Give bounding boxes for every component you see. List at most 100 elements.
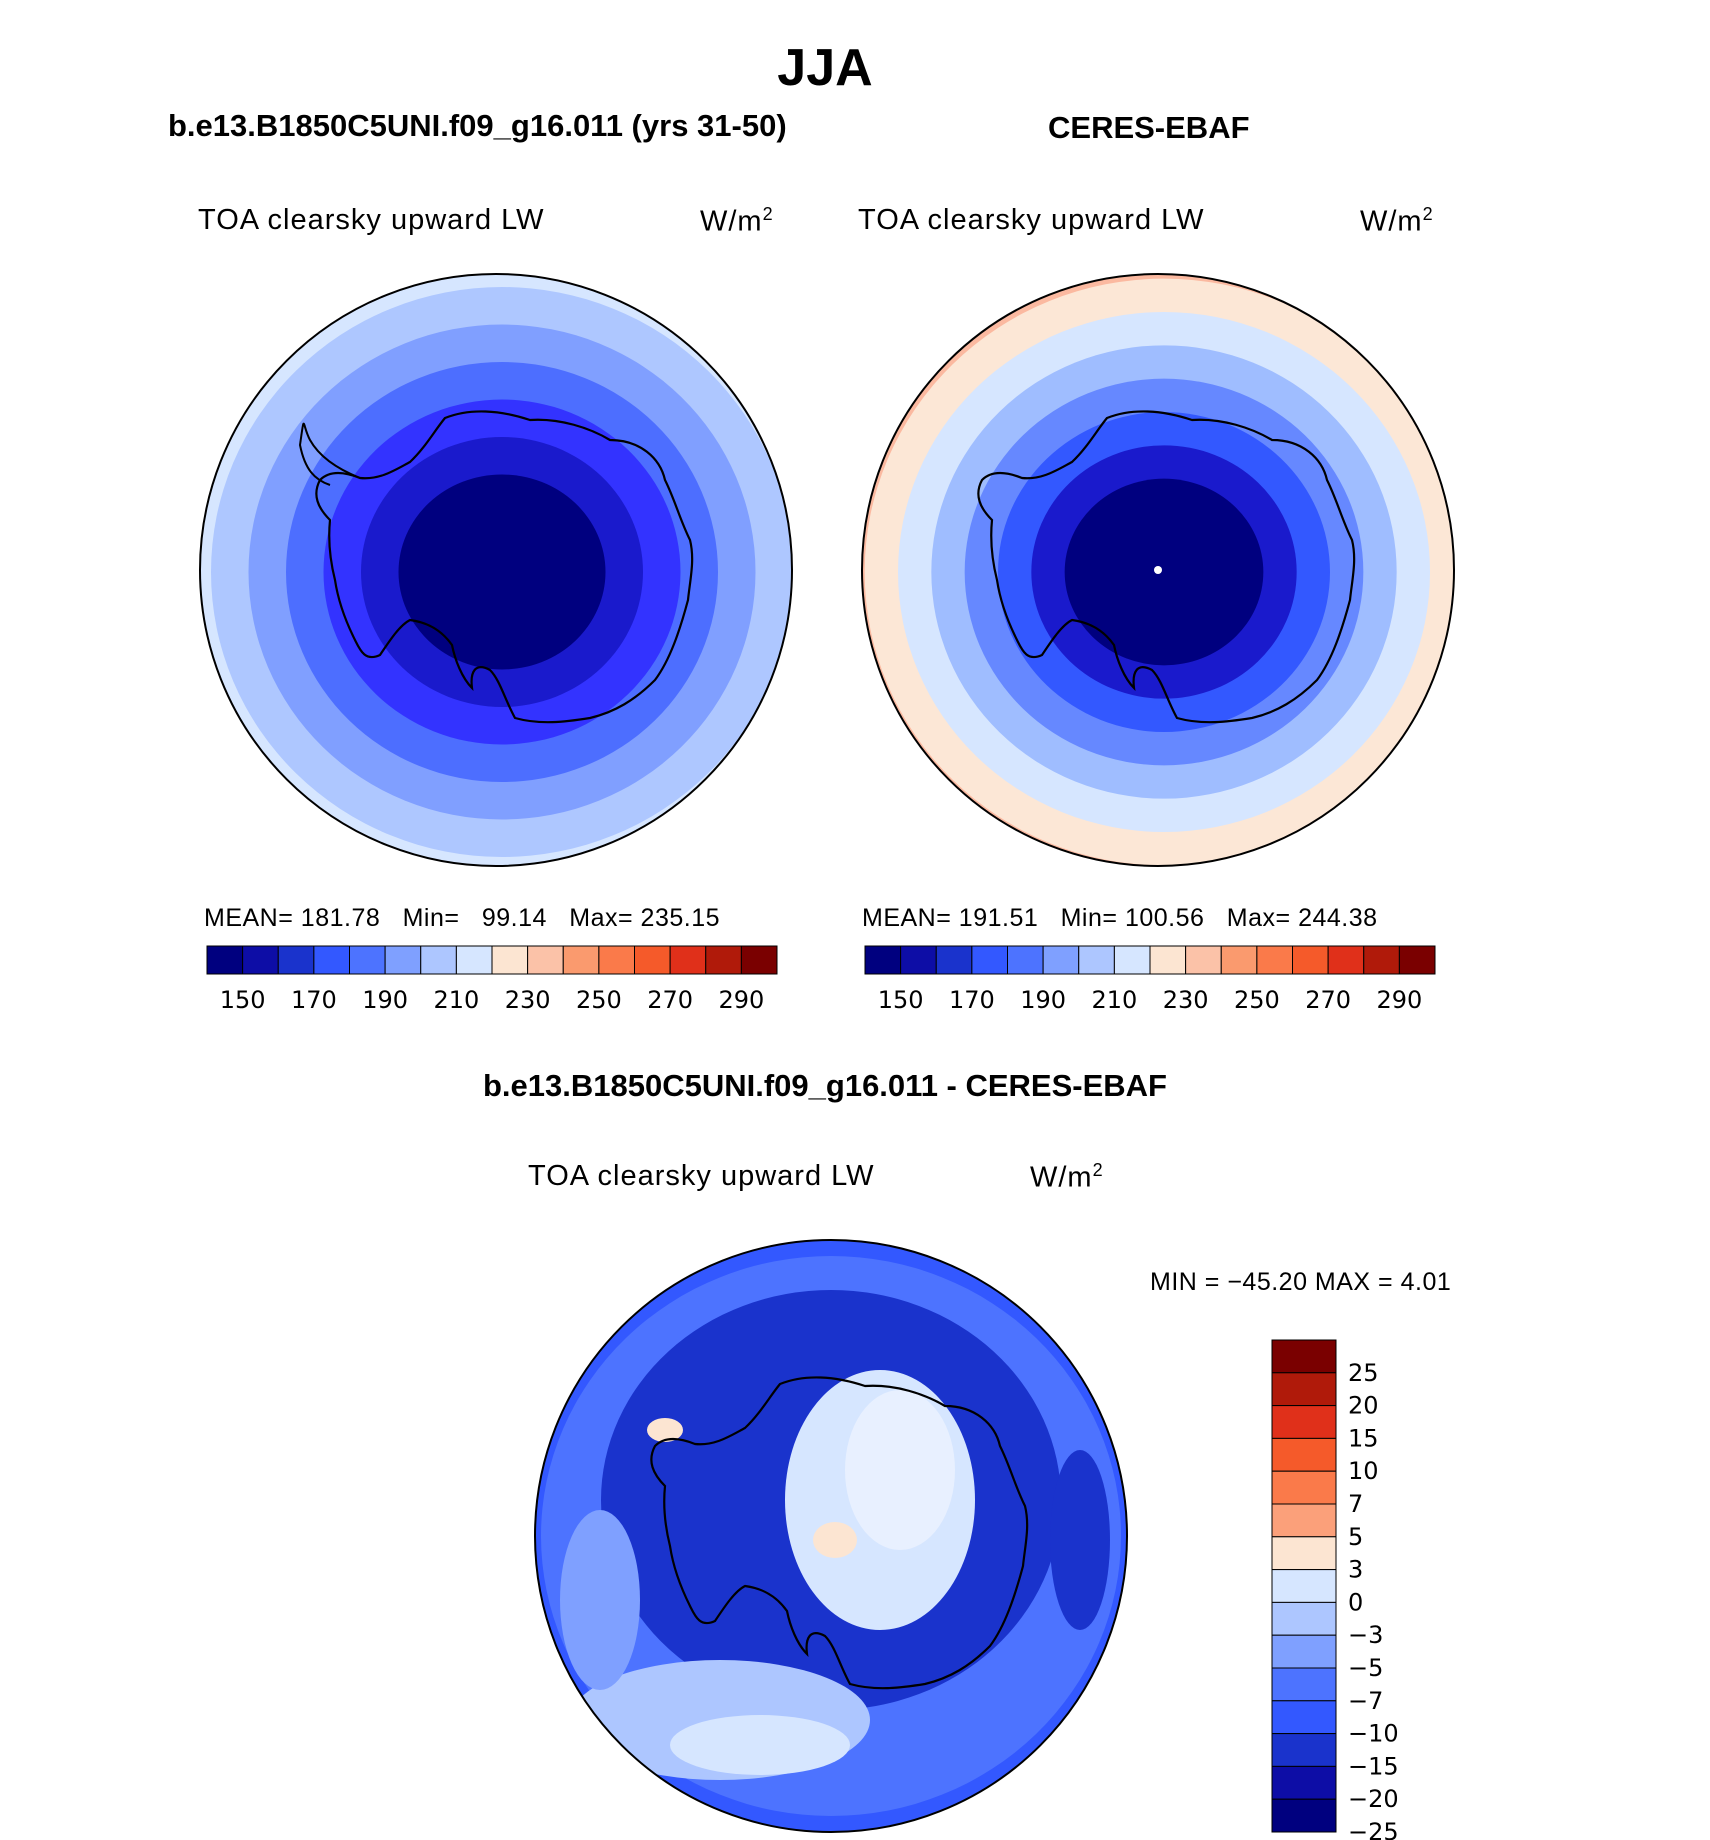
panel2-min: 100.56 [1124,904,1205,932]
panel1-colorbar-tick-label: 230 [505,986,551,1014]
panel1-colorbar-tick-label: 250 [576,986,622,1014]
difference-title: b.e13.B1850C5UNI.f09_g16.011 - CERES-EBA… [482,1068,1167,1103]
panel2-colorbar-tick-label: 150 [878,986,924,1014]
panel2-colorbar-box-1 [900,945,937,975]
panel1-colorbar-tick-label: 190 [362,986,408,1014]
difference-colorbar-tick-label: 7 [1348,1490,1363,1518]
panel1-colorbar-box-14 [705,945,742,975]
panel2-colorbar-box-14 [1363,945,1400,975]
panel1-colorbar-box-0 [206,945,244,975]
panel2-colorbar-box-13 [1327,945,1365,975]
panel2-colorbar-tick-label: 230 [1163,986,1209,1014]
difference-colorbar-box-11 [1271,1700,1337,1735]
panel2-colorbar-tick-label: 270 [1305,986,1351,1014]
difference-colorbar-box-5 [1271,1503,1337,1538]
difference-variable-label: TOA clearsky upward LW [528,1160,875,1192]
difference-colorbar-box-12 [1271,1733,1337,1767]
difference-pole-warm-spot [813,1522,857,1558]
difference-colorbar-box-7 [1271,1569,1337,1603]
panel2-colorbar-tick-label: 190 [1020,986,1066,1014]
panel2-colorbar-tick-label: 290 [1376,986,1422,1014]
difference-colorbar: 25 20 15 10 7 5 3 0 −3 −5 −7 −10 −15 −20 −25 [1271,1339,1399,1840]
panel2-colorbar-box-6 [1078,945,1115,975]
difference-light-patch-3 [560,1510,640,1690]
panel2-colorbar-box-9 [1185,945,1222,975]
obs-dataset-title: CERES-EBAF [1048,110,1250,145]
difference-colorbar-box-6 [1271,1536,1337,1571]
difference-colorbar-box-14 [1271,1798,1337,1833]
panel2-colorbar-box-11 [1256,945,1293,975]
panel1-mean: 181.78 [300,904,381,932]
difference-colorbar-box-9 [1271,1634,1337,1669]
panel1-colorbar-box-11 [598,945,635,975]
panel2-contour-bands [862,274,1454,866]
panel2-colorbar-box-12 [1292,945,1329,975]
panel1-map-border [199,273,793,867]
panel1-colorbar-box-3 [313,945,350,975]
panel1-colorbar-box-13 [669,945,707,975]
panel1-variable-label: TOA clearsky upward LW [198,204,545,236]
difference-colorbar-tick-label: −5 [1348,1654,1383,1682]
difference-small-warm-spot [647,1418,683,1442]
difference-colorbar-tick-label: −25 [1348,1818,1399,1840]
panel2-colorbar-box-3 [971,945,1008,975]
panel1-contour-bands [200,274,792,866]
difference-antarctica-coastline [650,1376,1029,1690]
panel2-colorbar: 150 170 190 210 230 250 270 290 [864,945,1436,1014]
panel2-colorbar-box-2 [935,945,973,975]
panel1-colorbar-box-4 [349,945,386,975]
panel1-colorbar-box-10 [562,945,600,975]
panel1-colorbar-box-7 [455,945,493,975]
panel2-colorbar-box-5 [1042,945,1080,975]
difference-map-border [534,1239,1128,1833]
panel1-min: 99.14 [481,904,547,932]
panel1-max: 235.15 [640,904,721,932]
panel2-colorbar-box-15 [1398,945,1436,975]
difference-colorbar-tick-label: 25 [1348,1359,1379,1387]
panel2-colorbar-box-10 [1220,945,1258,975]
difference-colorbar-box-2 [1271,1405,1337,1439]
panel1-colorbar-box-8 [491,945,529,975]
panel1-peninsula [298,422,361,486]
difference-colorbar-tick-label: 10 [1348,1457,1379,1485]
panel2-colorbar-tick-label: 210 [1091,986,1137,1014]
panel2-units: W/m2 [1360,204,1434,238]
panel1-antarctica-coastline [315,410,694,724]
difference-colorbar-box-1 [1271,1372,1337,1407]
panel2-variable-label: TOA clearsky upward LW [858,204,1205,236]
panel1-colorbar-tick-label: 210 [433,986,479,1014]
panel1-colorbar-tick-label: 290 [718,986,764,1014]
panel1-stats: MEAN= 181.78 Min= 99.14 Max= 235.15 [204,904,721,932]
panel2-band-0 [1064,478,1264,666]
difference-colorbar-tick-label: −3 [1348,1621,1383,1649]
difference-colorbar-tick-label: −15 [1348,1752,1399,1780]
panel2-colorbar-box-7 [1113,945,1151,975]
difference-colorbar-tick-label: −7 [1348,1687,1383,1715]
panel2-colorbar-box-4 [1007,945,1044,975]
difference-colorbar-box-8 [1271,1601,1337,1636]
difference-light-patch-2 [670,1715,850,1775]
difference-plateau-core [845,1390,955,1550]
figure-title: JJA [777,39,873,97]
panel2-map-border [861,273,1455,867]
panel2-colorbar-box-0 [864,945,902,975]
panel1-colorbar-box-5 [384,945,422,975]
panel1-colorbar-tick-label: 170 [291,986,337,1014]
difference-colorbar-box-10 [1271,1667,1337,1702]
difference-dark-patch [1050,1450,1110,1630]
difference-colorbar-tick-label: 20 [1348,1392,1379,1420]
model-case-title: b.e13.B1850C5UNI.f09_g16.011 (yrs 31-50) [168,108,787,143]
difference-colorbar-tick-label: 0 [1348,1588,1363,1616]
panel1-colorbar: 150 170 190 210 230 250 270 290 [206,945,778,1014]
difference-colorbar-tick-label: 3 [1348,1556,1363,1584]
difference-colorbar-tick-label: −10 [1348,1720,1399,1748]
panel1-polar-map [200,274,792,866]
difference-minmax: MIN = −45.20 MAX = 4.01 [1150,1268,1452,1296]
panel1-colorbar-box-6 [420,945,457,975]
panel2-max: 244.38 [1298,904,1378,932]
panel2-pole-marker [1154,566,1162,574]
difference-colorbar-box-3 [1271,1437,1337,1472]
panel2-polar-map [862,274,1454,866]
panel1-band-0 [398,474,606,670]
